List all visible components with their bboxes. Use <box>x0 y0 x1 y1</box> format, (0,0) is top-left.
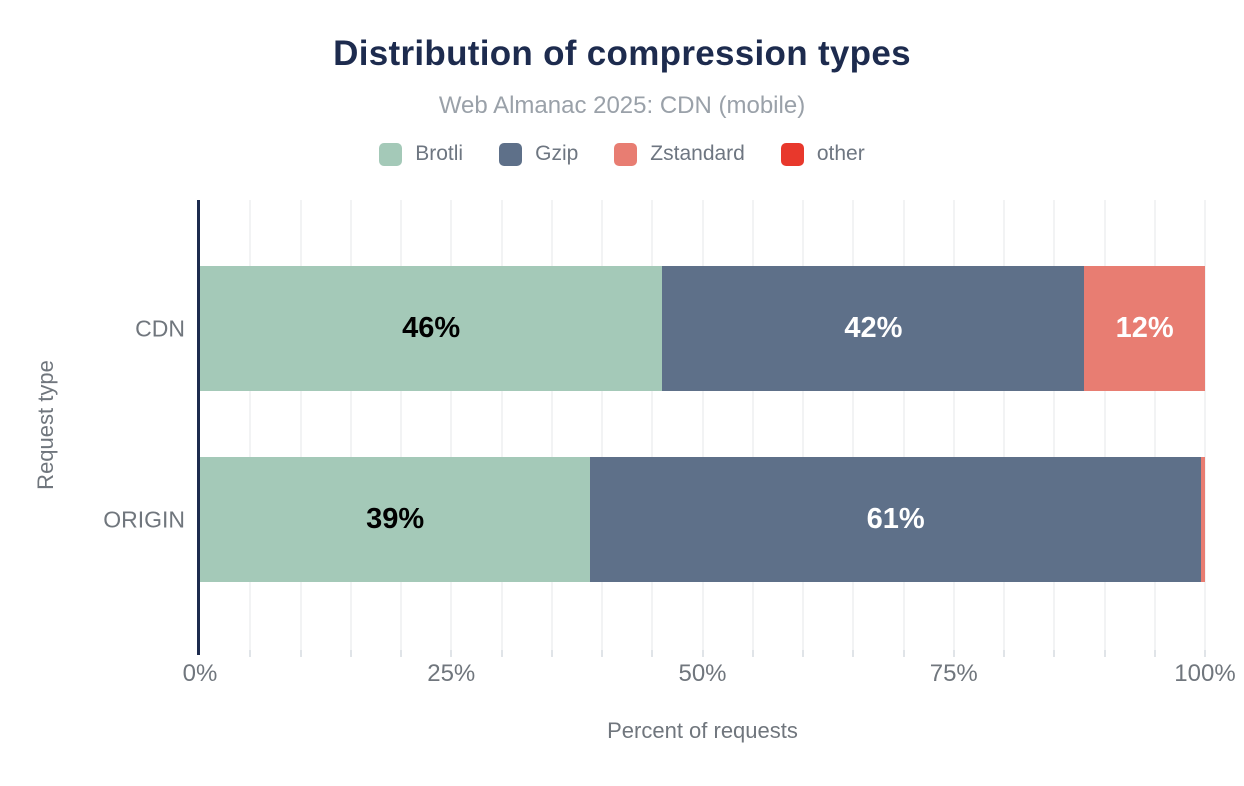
legend-label: Gzip <box>535 142 579 165</box>
gridline <box>651 200 654 650</box>
category-label-cdn: CDN <box>135 315 185 341</box>
legend-swatch-gzip <box>499 142 523 166</box>
gridline <box>349 200 352 650</box>
legend: Brotli Gzip Zstandard other <box>0 142 1244 166</box>
gridline <box>500 200 503 650</box>
x-tick-label: 100% <box>1174 660 1236 687</box>
gridline <box>751 200 754 650</box>
bar-segment-brotli-cdn[interactable]: 46% <box>200 266 663 391</box>
x-axis-tick <box>1003 650 1005 657</box>
legend-swatch-zstandard <box>614 142 638 166</box>
x-tick-label: 75% <box>929 660 978 687</box>
y-axis-line <box>197 200 200 655</box>
legend-item-brotli[interactable]: Brotli <box>379 142 463 166</box>
x-axis-tick <box>852 650 855 657</box>
legend-swatch-brotli <box>379 142 403 166</box>
x-axis-tick <box>601 650 603 657</box>
x-axis-tick <box>400 650 402 657</box>
legend-label: other <box>816 142 865 165</box>
x-axis-tick <box>450 650 453 657</box>
legend-item-other[interactable]: other <box>780 142 865 166</box>
gridline <box>601 200 603 650</box>
x-axis-tick <box>902 650 905 657</box>
x-axis-tick <box>1153 650 1156 657</box>
category-label-origin: ORIGIN <box>103 506 185 532</box>
x-axis-tick <box>550 650 553 657</box>
bar-segment-gzip-cdn[interactable]: 42% <box>662 266 1085 391</box>
gridline <box>802 200 804 650</box>
gridline <box>249 200 252 650</box>
gridline <box>902 200 905 650</box>
x-axis-tick <box>952 650 955 657</box>
x-axis-tick <box>701 650 704 657</box>
x-axis-tick <box>1103 650 1106 657</box>
x-tick-label: 0% <box>182 660 218 687</box>
bar-segment-zstandard-origin[interactable] <box>1200 457 1205 582</box>
x-axis-tick <box>249 650 252 657</box>
x-axis-tick <box>349 650 352 657</box>
chart-title: Distribution of compression types <box>333 34 911 73</box>
gridline <box>450 200 453 650</box>
legend-label: Brotli <box>415 142 464 165</box>
bar-segment-brotli-origin[interactable]: 39% <box>200 457 591 582</box>
gridline <box>550 200 553 650</box>
gridline <box>1153 200 1156 650</box>
x-axis-tick <box>500 650 503 657</box>
bar-origin: 39% 61% <box>200 457 1205 582</box>
x-axis-tick <box>802 650 804 657</box>
gridline <box>952 200 955 650</box>
gridline <box>1053 200 1056 650</box>
x-axis-tick <box>1204 650 1206 657</box>
x-axis-tick <box>751 650 754 657</box>
legend-item-zstandard[interactable]: Zstandard <box>614 142 745 166</box>
y-axis-title: Request type <box>33 360 58 490</box>
gridline <box>1103 200 1106 650</box>
gridline <box>701 200 704 650</box>
legend-swatch-other <box>780 142 804 166</box>
bar-cdn: 46% 42% 12% <box>200 266 1205 391</box>
x-tick-label: 50% <box>678 660 727 687</box>
legend-label: Zstandard <box>650 142 745 165</box>
x-axis-title: Percent of requests <box>607 718 798 743</box>
gridline <box>299 200 302 650</box>
x-tick-label: 25% <box>427 660 476 687</box>
bar-segment-zstandard-cdn[interactable]: 12% <box>1084 266 1205 391</box>
bar-segment-gzip-origin[interactable]: 61% <box>590 457 1201 582</box>
legend-item-gzip[interactable]: Gzip <box>499 142 578 166</box>
gridline <box>1003 200 1005 650</box>
x-axis-tick <box>651 650 654 657</box>
chart-subtitle: Web Almanac 2025: CDN (mobile) <box>438 92 806 119</box>
plot-area: 0% 25% 50% 75% 100% 46% 42% 12% 39% 61% <box>183 200 1236 687</box>
gridline <box>1204 200 1206 650</box>
x-axis-tick <box>299 650 302 657</box>
x-axis-tick <box>1053 650 1056 657</box>
gridline <box>400 200 402 650</box>
gridline <box>852 200 855 650</box>
